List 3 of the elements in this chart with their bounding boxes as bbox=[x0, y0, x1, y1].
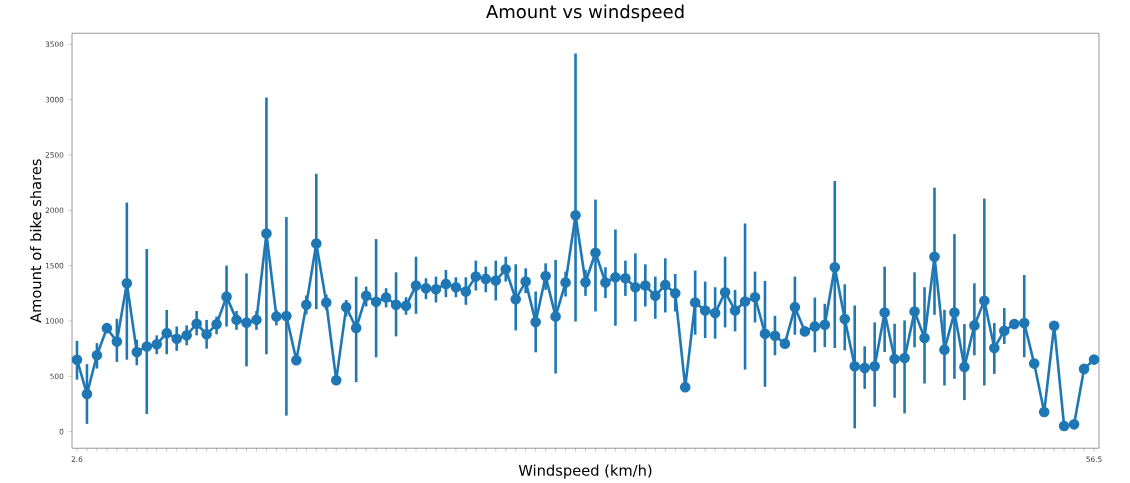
x-axis-title: Windspeed (km/h) bbox=[518, 464, 652, 479]
chart-title: Amount vs windspeed bbox=[486, 4, 684, 22]
y-axis-title: Amount of bike shares bbox=[29, 159, 42, 323]
